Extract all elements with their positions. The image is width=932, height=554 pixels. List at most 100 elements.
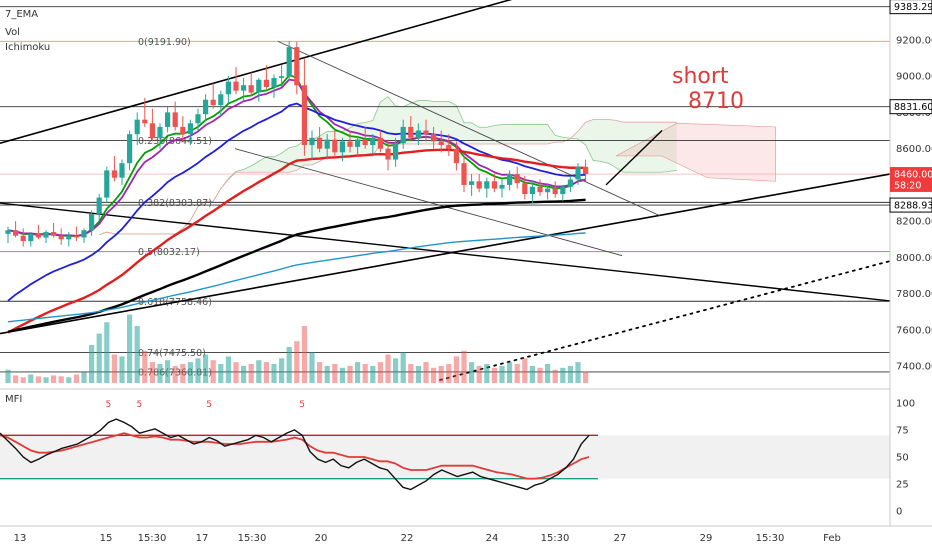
trend-channel-top [0,0,513,145]
candle-body [157,126,163,138]
candle-body [233,81,239,91]
projection-line [605,130,663,186]
candle-body [187,123,193,135]
volume-bar [20,377,26,383]
candle-body [393,143,399,160]
ema-teal-line [7,232,586,323]
time-tick-label: 27 [614,533,627,544]
volume-bar [271,364,277,383]
candle-body [332,139,338,153]
chart-legend: 7_EMA Vol Ichimoku [5,9,50,53]
candle-body [347,141,353,147]
volume-bar [514,364,520,383]
fib-label-0.236: 0.236(8644.51) [138,136,212,147]
volume-bar [294,341,300,383]
volume-bar [461,350,467,383]
grid-layer [0,388,932,527]
candle-body [529,186,535,194]
price-tag-label: 8288.93 [894,201,932,212]
price-tick-label: 8200.00 [896,217,932,228]
volume-bar [491,367,497,383]
price-tag-bg [889,99,932,115]
volume-bar [339,367,345,383]
mfi-marker: 5 [106,400,112,410]
fib-label-0: 0(9191.90) [138,37,191,48]
candle-body [172,112,178,127]
volume-bar [165,360,171,383]
trend-dotted [439,260,891,381]
candle-body [43,232,49,238]
mfi-tick-label: 75 [896,425,909,436]
candle-body [5,230,11,234]
volume-bar [28,374,34,383]
price-tag-bg [889,197,932,213]
time-tick-label: 15:30 [756,533,785,544]
volume-bar [279,358,285,383]
legend-item-ema[interactable]: 7_EMA [5,9,38,20]
candle-body [537,186,543,193]
mfi-panel-label[interactable]: MFI [5,394,22,405]
volume-bar [355,362,361,383]
candle-body [507,174,513,185]
candle-body [453,148,459,164]
volume-bars [5,314,589,383]
candle-body [256,79,262,93]
time-tick-label: 13 [14,533,27,544]
volume-bar [423,362,429,383]
candle-body [294,47,300,86]
volume-bar [324,365,330,383]
volume-bar [347,365,353,383]
candle-body [58,235,64,240]
time-tick-label: 24 [486,533,499,544]
candle-body [28,233,34,242]
candle-body [362,139,368,146]
volume-bar [104,322,110,383]
volume-bar [408,364,414,383]
volume-bar [119,356,125,383]
candle-body [431,134,437,142]
volume-bar [233,362,239,383]
price-tick-label: 9200.00 [896,35,932,46]
candle-body [552,188,558,194]
volume-bar [484,364,490,383]
cloud-future [615,122,776,182]
volume-bar [583,371,589,383]
candle-body [385,148,391,160]
volume-bar [431,367,437,383]
ema-blue-line [7,102,586,302]
candle-body [165,112,171,127]
candle-body [134,119,140,135]
note-line-1: short [672,64,729,89]
candle-body [355,139,361,147]
ichimoku-cloud [99,96,776,236]
volume-bar [180,364,186,383]
legend-item-ichimoku[interactable]: Ichimoku [5,42,50,53]
candle-body [89,213,95,231]
candle-body [301,85,307,146]
volume-bar [377,362,383,383]
mfi-marker: 5 [137,400,143,410]
short-note: short 8710 [672,64,744,114]
candle-body [522,183,528,194]
candle-body [225,81,231,95]
candle-body [127,134,133,164]
time-tick-label: 29 [700,533,713,544]
volume-bar [58,376,64,383]
volume-bar [203,354,209,383]
volume-bar [89,345,95,383]
legend-item-vol[interactable]: Vol [5,27,20,38]
volume-bar [256,360,262,383]
volume-bar [362,364,368,383]
candle-body [400,126,406,144]
candle-body [119,163,125,178]
volume-bar [301,326,307,383]
candle-body [415,130,421,138]
volume-bar [43,377,49,383]
volume-bar [575,362,581,383]
candle-body [279,76,285,78]
candle-body [461,163,467,185]
candle-body [499,184,505,189]
note-line-2: 8710 [688,89,744,114]
